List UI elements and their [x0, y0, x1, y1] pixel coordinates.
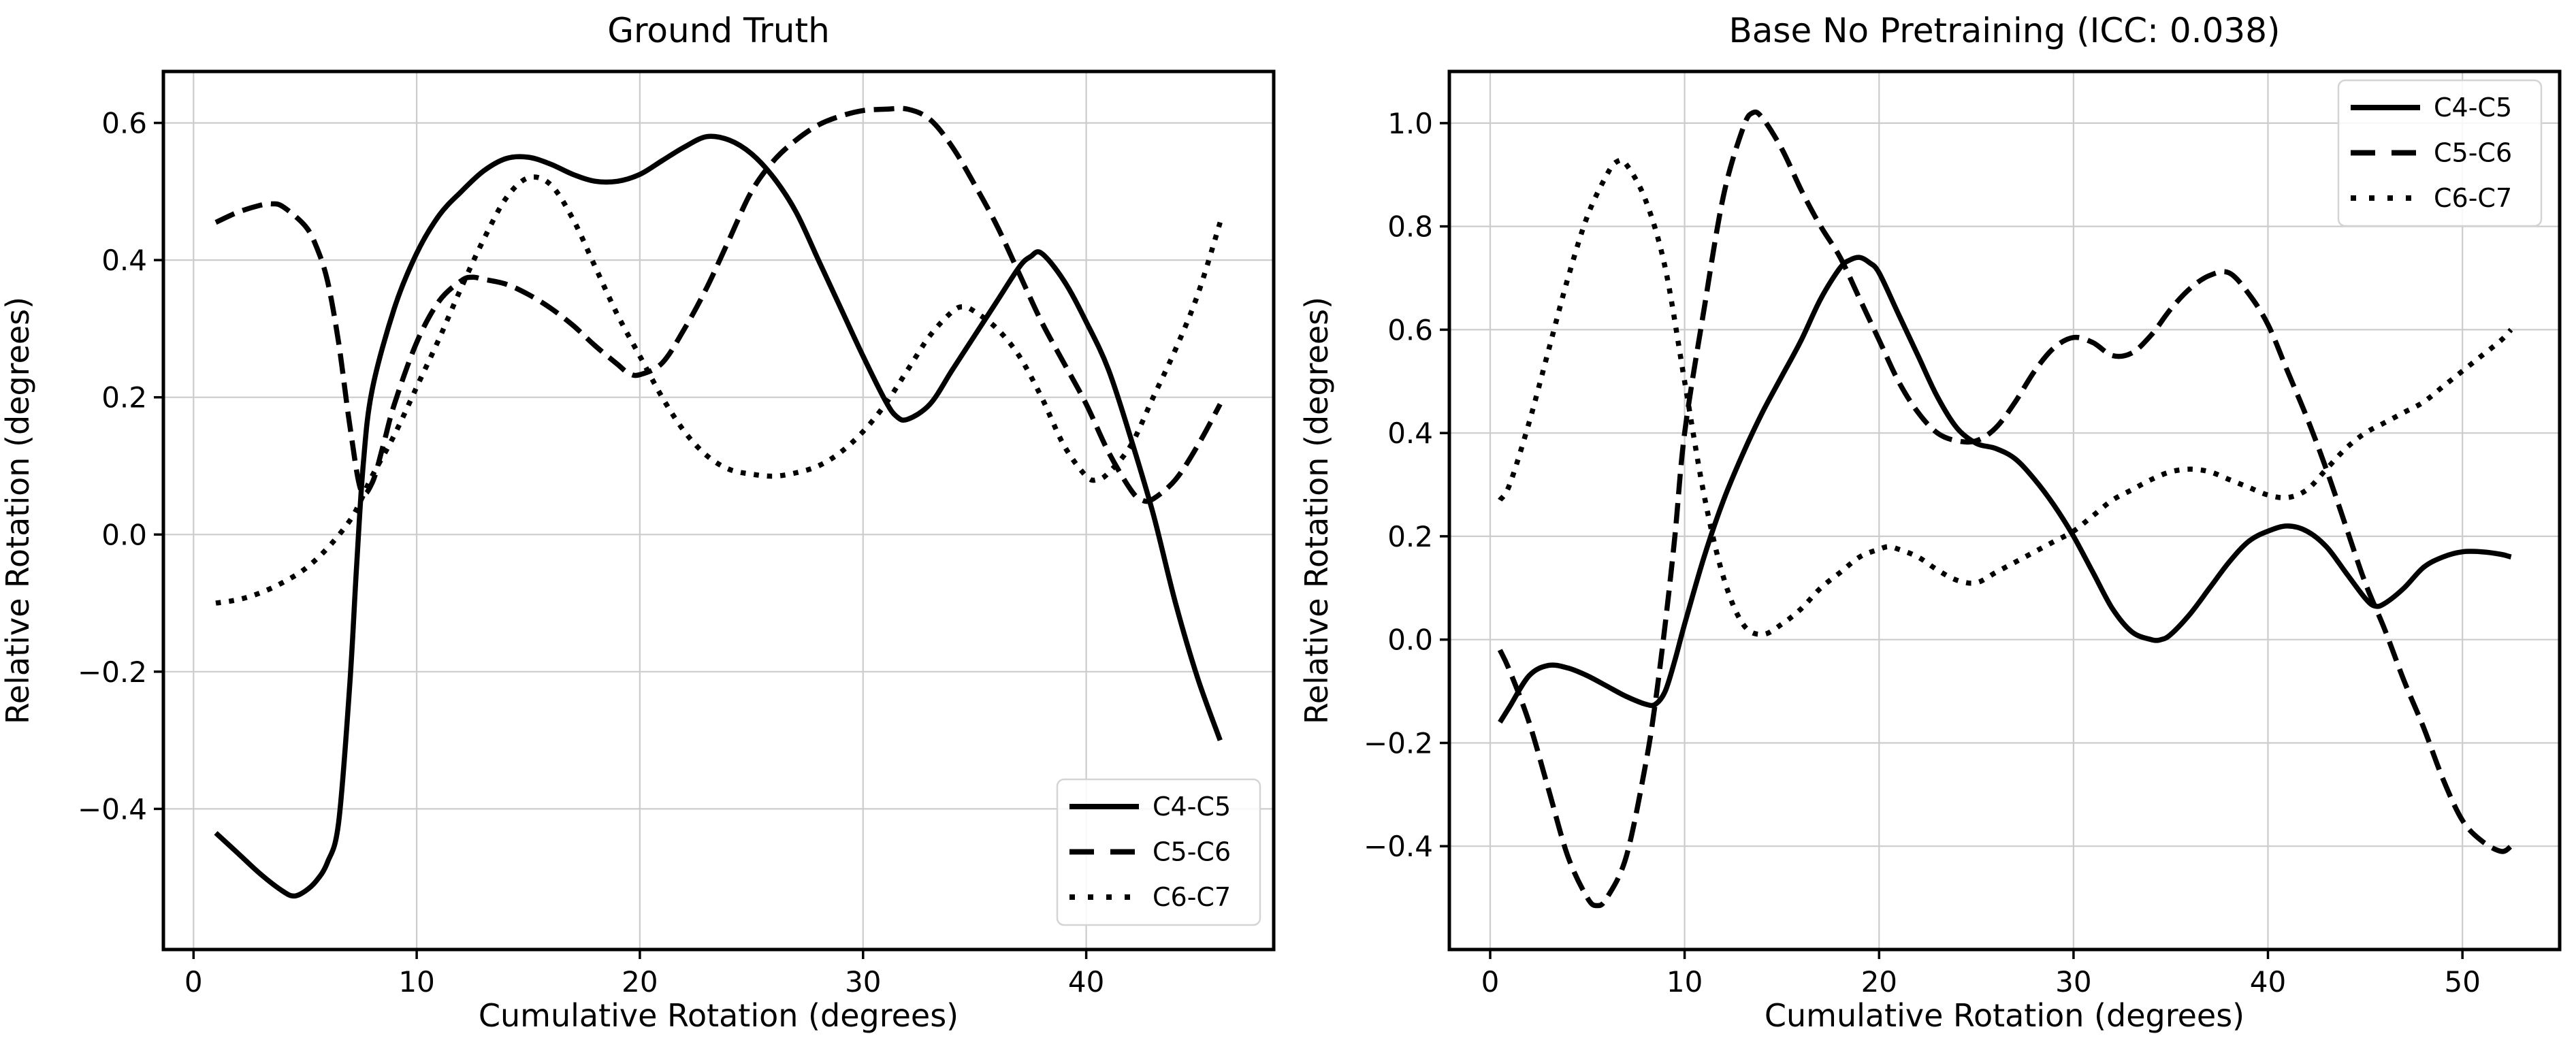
ground-truth-plot: 0 10 20 30 40 0.6 0.4 0.2 0.0 −0.2 −0.4 Ground Trut… — [0, 11, 1276, 1034]
y-tick-label: 0.6 — [1387, 313, 1433, 346]
y-tick-label: 0.0 — [1387, 623, 1433, 657]
legend-label-c6-c7: C6-C7 — [2434, 183, 2512, 213]
x-axis-label: Cumulative Rotation (degrees) — [479, 997, 959, 1034]
y-tick-label: 0.4 — [101, 244, 147, 277]
legend-label-c4-c5: C4-C5 — [2434, 93, 2512, 123]
legend-border — [2337, 79, 2543, 227]
y-tick-label: −0.2 — [78, 655, 147, 689]
legend-label-c5-c6: C5-C6 — [2434, 138, 2512, 168]
series-line-c5-c6 — [214, 106, 1223, 504]
y-axis-label: Relative Rotation (degrees) — [0, 297, 36, 724]
plot-title: Base No Pretraining (ICC: 0.038) — [1728, 11, 2280, 50]
plot-title: Ground Truth — [607, 11, 830, 50]
x-tick-label: 30 — [2055, 965, 2091, 999]
x-tick-label: 10 — [1667, 965, 1703, 999]
x-tick-label: 10 — [398, 965, 434, 999]
y-axis-label: Relative Rotation (degrees) — [1298, 297, 1335, 724]
plot-spines — [1447, 69, 2562, 952]
y-tick-label: 0.6 — [101, 107, 147, 140]
y-tick-label: −0.2 — [1364, 727, 1433, 760]
series-line-c6-c7 — [1498, 157, 2513, 637]
series-line-c6-c7 — [215, 174, 1223, 606]
x-tick-label: 20 — [1861, 965, 1897, 999]
x-tick-label: 30 — [845, 965, 881, 999]
y-tick-label: 0.0 — [101, 518, 147, 551]
plot-spines — [161, 69, 1276, 952]
legend-border — [1056, 778, 1261, 926]
y-tick-label: −0.4 — [78, 792, 147, 826]
x-tick-label: 20 — [622, 965, 658, 999]
legend-label-c5-c6: C5-C6 — [1153, 837, 1231, 867]
x-tick-label: 50 — [2444, 965, 2480, 999]
y-tick-label: 1.0 — [1387, 107, 1433, 140]
x-axis-label: Cumulative Rotation (degrees) — [1765, 997, 2244, 1034]
x-tick-label: 0 — [1481, 965, 1500, 999]
base-no-pretraining-plot: 0 10 20 30 40 50 1.0 0.8 0.6 0.4 0.2 0.0 −0.2 −0.4 Bas… — [1298, 11, 2562, 1034]
y-tick-label: 0.4 — [1387, 417, 1433, 450]
series-line-c4-c5 — [214, 133, 1223, 899]
y-tick-label: 0.2 — [1387, 520, 1433, 553]
legend: C4-C5 C5-C6 C6-C7 — [1056, 778, 1261, 926]
legend-label-c6-c7: C6-C7 — [1153, 882, 1231, 912]
x-tick-label: 40 — [2250, 965, 2286, 999]
legend: C4-C5 C5-C6 C6-C7 — [2337, 79, 2543, 227]
legend-label-c4-c5: C4-C5 — [1153, 792, 1231, 822]
x-tick-label: 0 — [184, 965, 203, 999]
y-tick-label: −0.4 — [1364, 830, 1433, 863]
series-line-c5-c6 — [1497, 109, 2513, 909]
y-tick-label: 0.2 — [101, 381, 147, 415]
y-tick-label: 0.8 — [1387, 210, 1433, 244]
x-tick-label: 40 — [1068, 965, 1104, 999]
